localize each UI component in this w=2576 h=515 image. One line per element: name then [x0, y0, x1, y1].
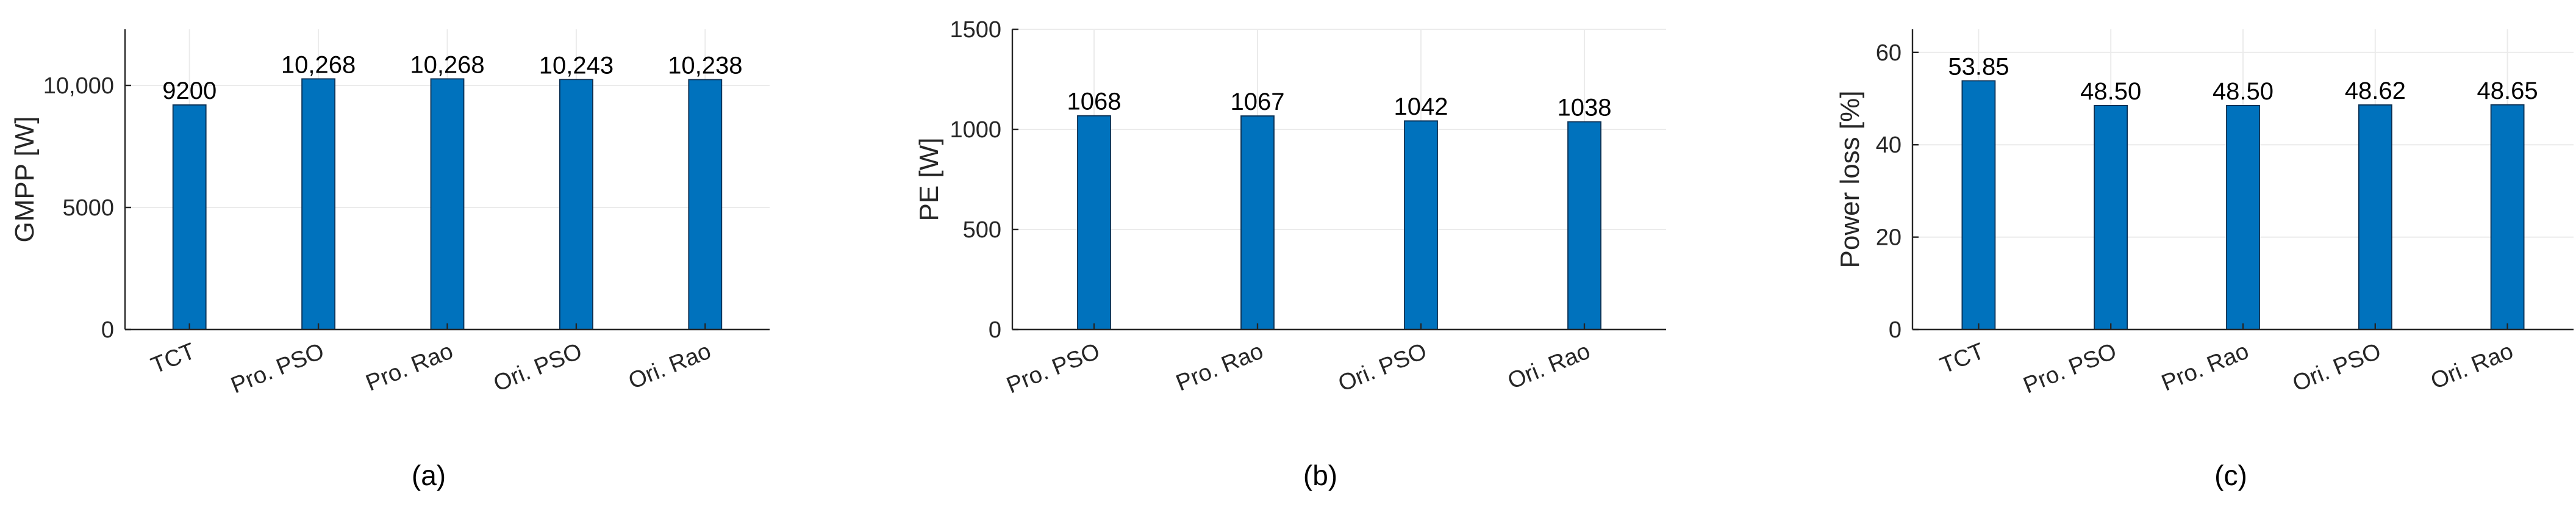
- bar: [1077, 115, 1111, 330]
- y-tick-label: 0: [989, 317, 1001, 343]
- panel-label: (c): [2214, 459, 2247, 491]
- x-tick-label: TCT: [1937, 338, 1988, 379]
- y-tick-label: 500: [963, 217, 1001, 243]
- x-tick-label: Ori. Rao: [2427, 338, 2517, 394]
- x-tick-label: Pro. Rao: [1173, 338, 1267, 396]
- data-label: 9200: [162, 77, 216, 104]
- bar: [688, 79, 723, 330]
- y-axis-label: GMPP [W]: [10, 117, 40, 243]
- bar: [1961, 80, 1996, 330]
- data-label: 10,268: [410, 51, 484, 78]
- x-tick-label: Pro. Rao: [362, 338, 457, 396]
- data-label: 48.65: [2477, 77, 2538, 104]
- bar: [1240, 115, 1275, 330]
- chart-panel-3: 53.85 48.50 48.50 48.62 48.65 0 20 40 60 TCT Pro. …: [1835, 29, 2574, 491]
- data-label: 10,268: [281, 51, 356, 78]
- data-label: 53.85: [1948, 53, 2009, 80]
- x-tick-label: Ori. Rao: [1504, 338, 1594, 394]
- y-tick-label: 60: [1876, 40, 1902, 66]
- chart-panel-1: 9200 10,268 10,268 10,243 10,238 0 5000 10,000 T…: [10, 29, 770, 491]
- bar: [2358, 104, 2392, 330]
- y-tick-label: 0: [1889, 317, 1902, 343]
- panel-label: (a): [412, 459, 446, 491]
- bar: [430, 78, 465, 330]
- bar: [2094, 104, 2128, 330]
- bar: [301, 78, 336, 330]
- bar: [1404, 120, 1438, 330]
- data-label: 48.50: [2213, 78, 2274, 105]
- bar: [2226, 104, 2260, 330]
- y-tick-label: 20: [1876, 225, 1902, 251]
- x-tick-label: Ori. PSO: [2289, 338, 2385, 397]
- x-tick-label: Ori. PSO: [490, 338, 586, 397]
- x-tick-label: Pro. PSO: [227, 338, 328, 398]
- bar: [172, 104, 207, 330]
- x-tick-label: Pro. PSO: [2020, 338, 2120, 398]
- y-tick-label: 1000: [950, 117, 1001, 143]
- y-tick-label: 0: [101, 317, 114, 343]
- data-label: 48.62: [2345, 77, 2406, 104]
- y-tick-label: 1500: [950, 17, 1001, 43]
- y-tick-label: 5000: [62, 195, 114, 221]
- y-tick-label: 40: [1876, 132, 1902, 158]
- data-label: 1068: [1067, 88, 1122, 115]
- bar: [2490, 104, 2525, 330]
- x-tick-label: Pro. Rao: [2158, 338, 2253, 396]
- data-label: 10,238: [668, 52, 742, 79]
- panel-label: (b): [1303, 459, 1337, 491]
- y-tick-label: 10,000: [43, 73, 114, 99]
- bar: [1567, 121, 1601, 330]
- data-label: 10,243: [539, 52, 614, 79]
- data-label: 1067: [1231, 88, 1285, 115]
- y-axis-label: PE [W]: [914, 138, 944, 221]
- data-label: 1038: [1558, 95, 1612, 121]
- y-axis-label: Power loss [%]: [1835, 91, 1865, 268]
- data-label: 48.50: [2080, 78, 2141, 105]
- x-tick-label: TCT: [148, 338, 199, 379]
- x-tick-label: Pro. PSO: [1003, 338, 1104, 398]
- data-label: 1042: [1394, 93, 1448, 120]
- x-tick-label: Ori. Rao: [625, 338, 715, 394]
- x-tick-label: Ori. PSO: [1335, 338, 1431, 397]
- chart-panel-2: 1068 1067 1042 1038 0 500 1000 1500 Pro. PSO Pro.…: [914, 17, 1666, 491]
- bar: [559, 79, 593, 330]
